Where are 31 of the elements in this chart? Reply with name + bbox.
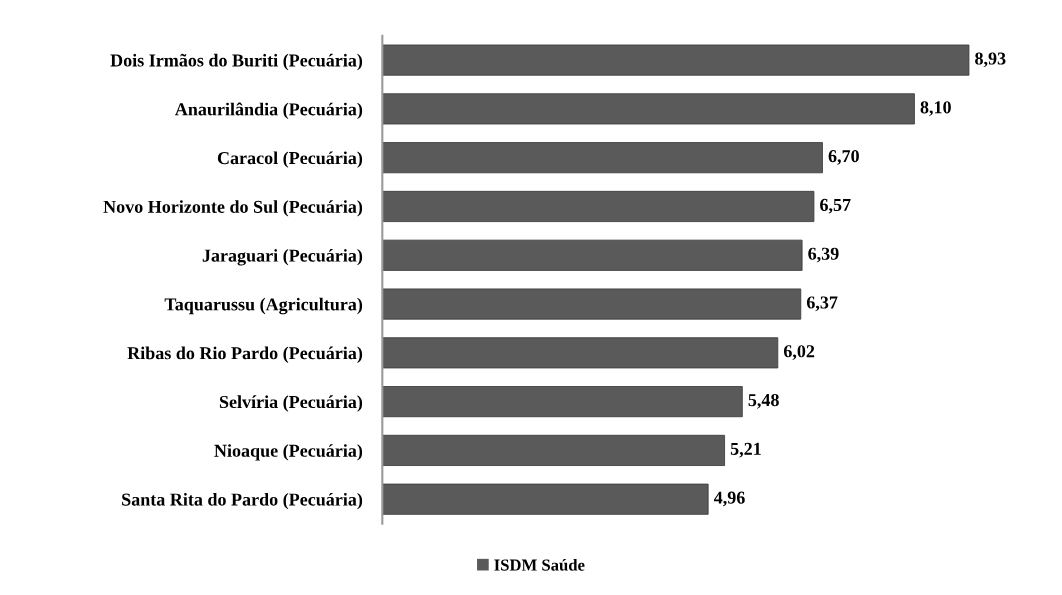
y-tick-label: Novo Horizonte do Sul (Pecuária) xyxy=(103,200,363,217)
bar xyxy=(382,142,823,174)
data-label: 6,70 xyxy=(828,150,859,165)
y-tick-label: Dois Irmãos do Buriti (Pecuária) xyxy=(110,53,363,71)
bar xyxy=(382,288,802,320)
data-label: 6,37 xyxy=(806,296,838,312)
data-label: 8,10 xyxy=(920,101,951,117)
data-label: 6,02 xyxy=(783,345,815,360)
bar xyxy=(382,483,709,515)
bar xyxy=(382,337,779,369)
data-label: 5,21 xyxy=(730,442,761,458)
bar xyxy=(382,434,725,466)
legend-label: ISDM Saúde xyxy=(494,558,585,571)
bar xyxy=(382,44,970,76)
bar xyxy=(382,190,815,223)
bar xyxy=(382,93,915,125)
data-label: 4,96 xyxy=(713,491,745,507)
data-label: 6,57 xyxy=(820,198,851,214)
y-tick-label: Nioaque (Pecuária) xyxy=(214,444,363,461)
y-tick-label: Selvíria (Pecuária) xyxy=(219,395,363,412)
y-tick-label: Caracol (Pecuária) xyxy=(217,151,363,168)
y-tick-label: Santa Rita do Pardo (Pecuária) xyxy=(122,492,363,510)
bar xyxy=(382,386,743,418)
data-label: 6,39 xyxy=(808,247,839,263)
bar xyxy=(382,239,803,271)
y-tick-label: Ribas do Rio Pardo (Pecuária) xyxy=(127,346,363,363)
data-label: 8,93 xyxy=(975,52,1006,68)
y-tick-label: Taquarussu (Agricultura) xyxy=(164,297,363,315)
data-label: 5,48 xyxy=(748,393,779,409)
y-tick-label: Jaraguari (Pecuária) xyxy=(202,248,363,266)
y-tick-label: Anaurilândia (Pecuária) xyxy=(174,102,363,120)
